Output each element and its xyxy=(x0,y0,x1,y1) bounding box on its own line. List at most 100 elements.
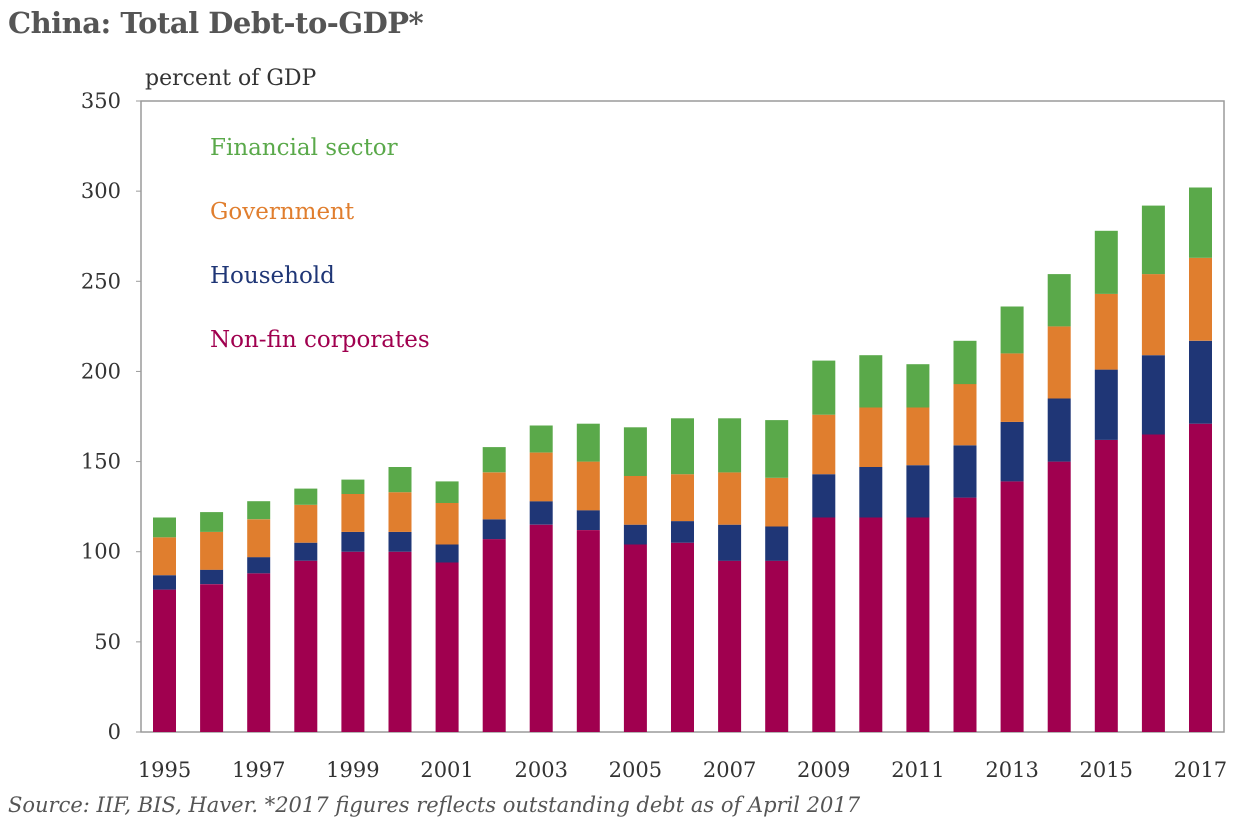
bar-2014-financial-sector xyxy=(1047,274,1071,327)
bar-2013-financial-sector xyxy=(1000,306,1024,354)
bar-1999-non-fin-corporates xyxy=(341,551,365,732)
bar-2016-non-fin-corporates xyxy=(1141,434,1165,732)
legend: Financial sector Government Household Non-f… xyxy=(210,135,430,353)
bar-1999-government xyxy=(341,494,365,532)
bar-2010-household xyxy=(859,467,883,518)
bar-2001-government xyxy=(435,503,459,545)
bar-1995-financial-sector xyxy=(153,517,176,538)
bar-2012-non-fin-corporates xyxy=(953,497,977,732)
bar-1997-non-fin-corporates xyxy=(247,573,271,732)
bar-2013-non-fin-corporates xyxy=(1000,481,1024,732)
x-tick-label: 1995 xyxy=(138,758,191,782)
bar-2017-non-fin-corporates xyxy=(1189,423,1212,732)
bar-2007-household xyxy=(718,524,742,561)
x-tick-label: 1999 xyxy=(326,758,379,782)
y-tick-label: 50 xyxy=(94,630,121,654)
bar-2004-non-fin-corporates xyxy=(576,530,600,732)
y-tick-label: 300 xyxy=(81,179,121,203)
bar-2006-financial-sector xyxy=(671,418,694,475)
bar-2012-financial-sector xyxy=(953,340,977,385)
bar-2008-household xyxy=(765,526,789,561)
bar-1997-financial-sector xyxy=(247,501,271,520)
bar-2003-government xyxy=(529,452,553,502)
y-tick-label: 100 xyxy=(81,540,121,564)
x-tick-label: 1997 xyxy=(232,758,285,782)
bar-2015-household xyxy=(1094,369,1118,440)
y-axis-label: percent of GDP xyxy=(145,66,317,91)
bar-2011-household xyxy=(906,465,930,518)
y-tick-label: 350 xyxy=(81,89,121,113)
bar-2014-household xyxy=(1047,398,1071,462)
x-tick-label: 2009 xyxy=(797,758,850,782)
bar-2015-non-fin-corporates xyxy=(1094,439,1118,732)
bar-2016-financial-sector xyxy=(1141,205,1165,275)
x-tick-label: 2011 xyxy=(891,758,944,782)
bar-2000-household xyxy=(388,531,412,552)
x-tick-label: 2013 xyxy=(985,758,1038,782)
y-tick-label: 0 xyxy=(108,720,121,744)
y-tick-label: 150 xyxy=(81,450,121,474)
bar-2009-government xyxy=(812,414,836,475)
bar-1996-household xyxy=(200,569,224,585)
bar-2015-government xyxy=(1094,293,1118,370)
bar-2011-non-fin-corporates xyxy=(906,517,930,732)
bar-2007-non-fin-corporates xyxy=(718,560,742,732)
bar-2005-household xyxy=(623,524,647,545)
bar-2000-non-fin-corporates xyxy=(388,551,412,732)
bar-1997-government xyxy=(247,519,271,558)
bar-2011-financial-sector xyxy=(906,364,930,408)
bar-1999-financial-sector xyxy=(341,479,365,494)
bar-2004-household xyxy=(576,510,600,530)
bar-2005-government xyxy=(623,476,647,525)
legend-item: Government xyxy=(210,199,355,225)
bar-2010-financial-sector xyxy=(859,355,883,408)
bar-1995-non-fin-corporates xyxy=(153,589,176,732)
bar-2016-household xyxy=(1141,355,1165,435)
bar-2010-government xyxy=(859,407,883,467)
bar-1998-non-fin-corporates xyxy=(294,560,318,732)
bar-2002-financial-sector xyxy=(482,447,506,473)
bar-2008-non-fin-corporates xyxy=(765,560,789,732)
bar-1995-government xyxy=(153,537,176,576)
x-tick-label: 2001 xyxy=(420,758,473,782)
legend-item: Financial sector xyxy=(210,135,398,161)
legend-item: Non-fin corporates xyxy=(210,327,430,353)
bar-2009-financial-sector xyxy=(812,360,836,415)
bar-2012-government xyxy=(953,384,977,446)
bar-1998-financial-sector xyxy=(294,488,318,505)
bars xyxy=(153,187,1212,732)
bar-2002-government xyxy=(482,472,506,520)
y-axis-ticks: 0 50 100 150 200 250 300 350 xyxy=(81,89,141,744)
bar-2014-non-fin-corporates xyxy=(1047,461,1071,732)
bar-2003-non-fin-corporates xyxy=(529,524,553,732)
bar-2014-government xyxy=(1047,326,1071,399)
bar-1996-government xyxy=(200,531,224,570)
bar-2000-financial-sector xyxy=(388,467,412,493)
x-tick-label: 2017 xyxy=(1174,758,1227,782)
bar-1997-household xyxy=(247,557,271,574)
bar-2001-household xyxy=(435,544,459,563)
bar-2002-household xyxy=(482,519,506,540)
bar-2006-non-fin-corporates xyxy=(671,542,694,732)
source-note: Source: IIF, BIS, Haver. *2017 figures r… xyxy=(8,793,861,817)
bar-2009-non-fin-corporates xyxy=(812,517,836,732)
bar-2001-financial-sector xyxy=(435,481,459,503)
x-tick-label: 2003 xyxy=(515,758,568,782)
bar-2006-government xyxy=(671,474,694,522)
bar-1995-household xyxy=(153,575,176,590)
x-tick-label: 2007 xyxy=(703,758,756,782)
y-tick-label: 200 xyxy=(81,359,121,383)
bar-2008-government xyxy=(765,477,789,527)
bar-2001-non-fin-corporates xyxy=(435,562,459,732)
bar-2008-financial-sector xyxy=(765,420,789,478)
bar-2005-non-fin-corporates xyxy=(623,544,647,732)
bar-2006-household xyxy=(671,521,694,543)
x-tick-label: 2005 xyxy=(609,758,662,782)
bar-1999-household xyxy=(341,531,365,552)
bar-1998-household xyxy=(294,542,318,561)
bar-2004-financial-sector xyxy=(576,423,600,462)
bar-1996-non-fin-corporates xyxy=(200,584,224,732)
bar-2002-non-fin-corporates xyxy=(482,539,506,732)
bar-2016-government xyxy=(1141,274,1165,356)
